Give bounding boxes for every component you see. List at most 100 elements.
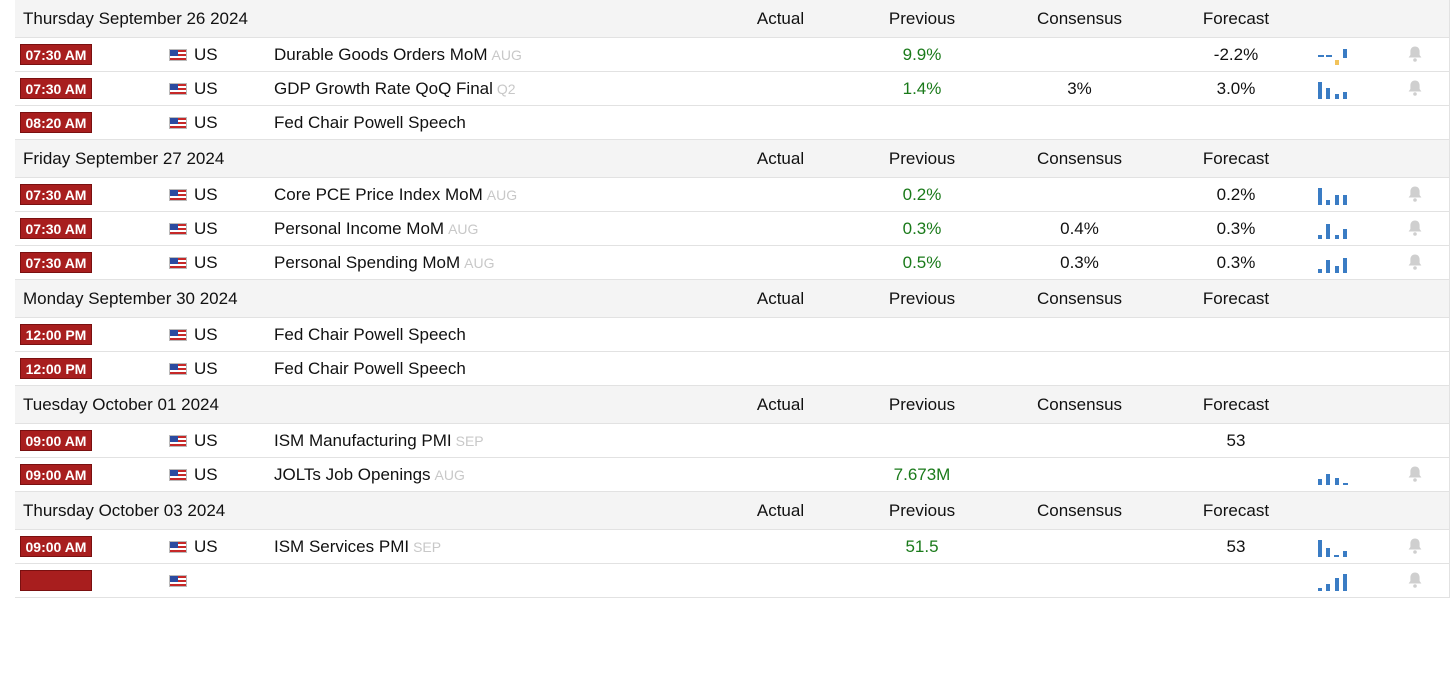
event-name-link[interactable]: ISM Services PMI SEP — [274, 537, 441, 557]
day-header: Tuesday October 01 2024 Actual Previous … — [15, 386, 1449, 424]
event-time: 12:00 PM — [20, 324, 92, 345]
bell-icon[interactable] — [1407, 537, 1423, 555]
event-country: US — [194, 79, 218, 98]
column-previous: Previous — [888, 395, 956, 414]
event-forecast: 0.3% — [1216, 253, 1256, 272]
sparkline-chart-icon[interactable] — [1318, 185, 1350, 205]
sparkline-bar — [1326, 548, 1330, 557]
sparkline-bar — [1335, 60, 1339, 65]
event-row[interactable]: 07:30 AM US Durable Goods Orders MoM AUG … — [15, 38, 1449, 72]
event-row[interactable]: 09:00 AM US ISM Manufacturing PMI SEP 53 — [15, 424, 1449, 458]
sparkline-bar — [1326, 55, 1332, 57]
event-time: 07:30 AM — [20, 252, 92, 273]
us-flag-icon — [169, 363, 187, 375]
event-row[interactable]: 07:30 AM US Core PCE Price Index MoM AUG … — [15, 178, 1449, 212]
event-row[interactable]: 07:30 AM US GDP Growth Rate QoQ Final Q2 … — [15, 72, 1449, 106]
column-consensus: Consensus — [1036, 395, 1123, 414]
event-previous: 7.673M — [893, 465, 951, 484]
event-name-link[interactable]: ISM Manufacturing PMI SEP — [274, 431, 484, 451]
event-name-link[interactable]: JOLTs Job Openings AUG — [274, 465, 465, 485]
event-previous: 51.5 — [905, 537, 939, 556]
column-forecast: Forecast — [1202, 501, 1270, 520]
event-name-link[interactable]: Core PCE Price Index MoM AUG — [274, 185, 517, 205]
event-row[interactable] — [15, 564, 1449, 598]
sparkline-bar — [1334, 555, 1339, 557]
event-name-link[interactable]: Fed Chair Powell Speech — [274, 325, 466, 345]
column-consensus: Consensus — [1036, 501, 1123, 520]
event-name-link[interactable]: Personal Income MoM AUG — [274, 219, 478, 239]
event-country: US — [194, 359, 218, 378]
sparkline-chart-icon[interactable] — [1318, 253, 1350, 273]
us-flag-icon — [169, 189, 187, 201]
sparkline-bar — [1343, 49, 1347, 58]
event-name: Fed Chair Powell Speech — [274, 325, 466, 344]
event-time: 07:30 AM — [20, 78, 92, 99]
day-header: Friday September 27 2024 Actual Previous… — [15, 140, 1449, 178]
event-name: Durable Goods Orders MoM — [274, 45, 488, 64]
sparkline-bar — [1318, 479, 1322, 485]
us-flag-icon — [169, 49, 187, 61]
event-name: JOLTs Job Openings — [274, 465, 431, 484]
event-row[interactable]: 08:20 AM US Fed Chair Powell Speech — [15, 106, 1449, 140]
event-row[interactable]: 07:30 AM US Personal Spending MoM AUG 0.5… — [15, 246, 1449, 280]
event-consensus: 3% — [1067, 79, 1092, 98]
column-previous: Previous — [888, 149, 956, 168]
sparkline-bar — [1335, 578, 1339, 591]
event-name-link[interactable]: GDP Growth Rate QoQ Final Q2 — [274, 79, 516, 99]
sparkline-bar — [1318, 82, 1322, 99]
sparkline-chart-icon[interactable] — [1318, 45, 1350, 65]
event-forecast: 0.2% — [1216, 185, 1256, 204]
event-row[interactable]: 12:00 PM US Fed Chair Powell Speech — [15, 318, 1449, 352]
event-period: AUG — [464, 255, 495, 271]
event-time: 07:30 AM — [20, 184, 92, 205]
bell-icon[interactable] — [1407, 185, 1423, 203]
event-forecast: -2.2% — [1213, 45, 1259, 64]
event-row[interactable]: 07:30 AM US Personal Income MoM AUG 0.3% … — [15, 212, 1449, 246]
event-period: AUG — [491, 47, 522, 63]
day-header: Thursday September 26 2024 Actual Previo… — [15, 0, 1449, 38]
column-forecast: Forecast — [1202, 395, 1270, 414]
event-row[interactable]: 12:00 PM US Fed Chair Powell Speech — [15, 352, 1449, 386]
event-name-link[interactable]: Fed Chair Powell Speech — [274, 359, 466, 379]
event-name-link[interactable]: Personal Spending MoM AUG — [274, 253, 495, 273]
event-name: Personal Income MoM — [274, 219, 445, 238]
bell-icon[interactable] — [1407, 465, 1423, 483]
day-date: Friday September 27 2024 — [23, 149, 225, 168]
column-actual: Actual — [756, 395, 805, 414]
sparkline-bar — [1326, 260, 1330, 273]
sparkline-bar — [1343, 574, 1347, 591]
sparkline-chart-icon[interactable] — [1318, 537, 1350, 557]
event-period: AUG — [434, 467, 465, 483]
day-date: Thursday September 26 2024 — [23, 9, 248, 28]
event-country: US — [194, 185, 218, 204]
column-forecast: Forecast — [1202, 149, 1270, 168]
sparkline-chart-icon[interactable] — [1318, 79, 1350, 99]
sparkline-bar — [1343, 483, 1348, 485]
event-name-link[interactable]: Fed Chair Powell Speech — [274, 113, 466, 133]
event-row[interactable]: 09:00 AM US ISM Services PMI SEP 51.5 53 — [15, 530, 1449, 564]
event-name-link[interactable] — [274, 571, 278, 591]
sparkline-bar — [1335, 235, 1339, 239]
sparkline-bar — [1318, 588, 1322, 591]
event-country: US — [194, 325, 218, 344]
event-forecast: 3.0% — [1216, 79, 1256, 98]
bell-icon[interactable] — [1407, 219, 1423, 237]
event-period: SEP — [455, 433, 484, 449]
day-date: Monday September 30 2024 — [23, 289, 238, 308]
event-time: 09:00 AM — [20, 536, 92, 557]
event-period: Q2 — [496, 81, 516, 97]
sparkline-chart-icon[interactable] — [1318, 219, 1350, 239]
column-actual: Actual — [756, 289, 805, 308]
event-row[interactable]: 09:00 AM US JOLTs Job Openings AUG 7.673M — [15, 458, 1449, 492]
bell-icon[interactable] — [1407, 571, 1423, 589]
sparkline-bar — [1335, 478, 1339, 485]
sparkline-bar — [1326, 474, 1330, 485]
sparkline-chart-icon[interactable] — [1318, 571, 1350, 591]
event-name-link[interactable]: Durable Goods Orders MoM AUG — [274, 45, 522, 65]
sparkline-chart-icon[interactable] — [1318, 465, 1350, 485]
bell-icon[interactable] — [1407, 45, 1423, 63]
sparkline-bar — [1335, 266, 1339, 273]
bell-icon[interactable] — [1407, 79, 1423, 97]
bell-icon[interactable] — [1407, 253, 1423, 271]
event-forecast: 53 — [1226, 431, 1246, 450]
